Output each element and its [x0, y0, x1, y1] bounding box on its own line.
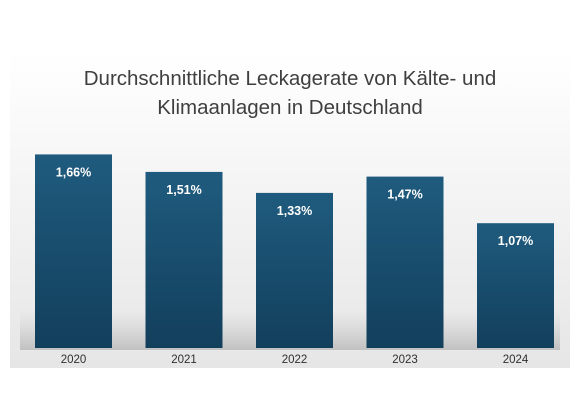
chart-title-line-2: Klimaanlagen in Deutschland [157, 96, 423, 119]
data-label-2024: 1,07% [498, 234, 533, 248]
bar-2024 [477, 223, 554, 348]
bar-2022 [256, 192, 333, 348]
x-tick-label-2022: 2022 [282, 354, 308, 366]
bars-layer: 1,66% 1,51% 1,33% 1,47% 1,07% [35, 154, 554, 348]
data-label-2022: 1,33% [277, 204, 312, 218]
bar-2023 [366, 176, 444, 348]
x-axis-ticks: 2020 2021 2022 2023 2024 [61, 354, 529, 366]
x-tick-label-2021: 2021 [171, 354, 197, 366]
x-tick-label-2020: 2020 [61, 354, 87, 366]
chart-title-line-1: Durchschnittliche Leckagerate von Kälte-… [84, 67, 497, 90]
bar-2021 [145, 171, 223, 348]
x-tick-label-2023: 2023 [392, 354, 418, 366]
data-label-2021: 1,51% [166, 183, 201, 197]
data-label-2020: 1,66% [56, 165, 91, 179]
x-tick-label-2024: 2024 [503, 354, 529, 366]
chart-container: Durchschnittliche Leckagerate von Kälte-… [10, 52, 570, 368]
bar-2020 [35, 154, 112, 348]
data-label-2023: 1,47% [387, 188, 422, 202]
bar-chart: Durchschnittliche Leckagerate von Kälte-… [10, 52, 570, 368]
